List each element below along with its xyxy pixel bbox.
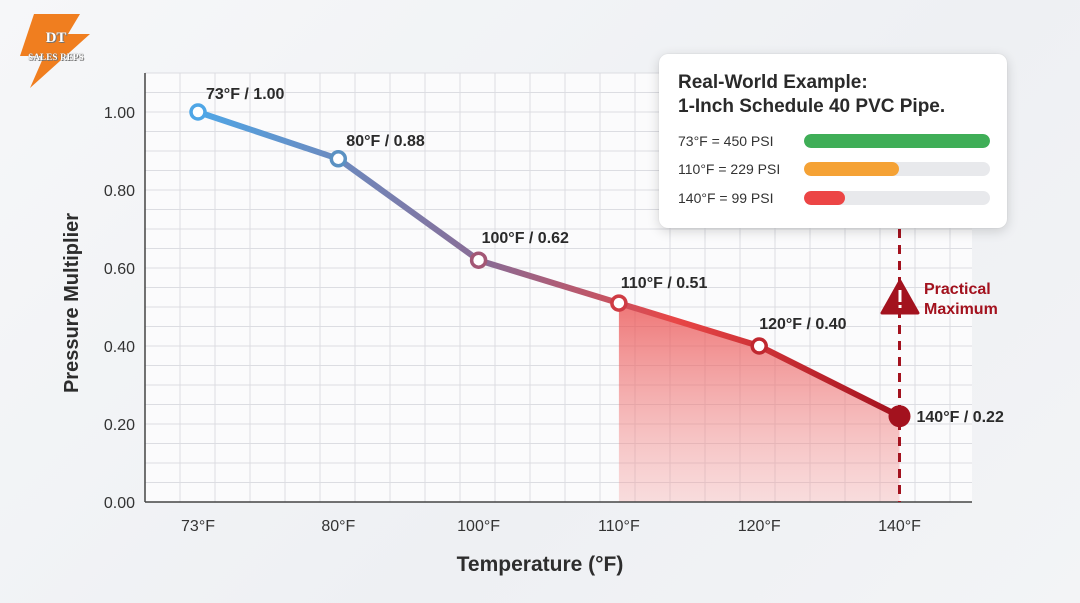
data-point-label: 73°F / 1.00: [206, 86, 285, 103]
data-point-label: 80°F / 0.88: [346, 133, 425, 150]
y-tick-label: 1.00: [104, 105, 135, 122]
logo-text-sales-reps: SALES REPS: [28, 52, 84, 62]
example-title-line-2: 1-Inch Schedule 40 PVC Pipe.: [678, 96, 946, 117]
x-tick-label: 140°F: [878, 518, 921, 535]
psi-bar-track: [804, 162, 990, 176]
example-row-label: 110°F = 229 PSI: [678, 161, 781, 177]
warning-mark: [898, 290, 902, 302]
example-row-73f: 73°F = 450 PSI: [678, 133, 990, 149]
data-point-label: 100°F / 0.62: [482, 230, 569, 247]
x-axis-title: Temperature (°F): [457, 553, 624, 576]
example-row-label: 73°F = 450 PSI: [678, 133, 774, 149]
example-row-140f: 140°F = 99 PSI: [678, 190, 990, 206]
example-row-label: 140°F = 99 PSI: [678, 190, 774, 206]
psi-bar-track: [804, 134, 990, 148]
psi-bar-track: [804, 191, 990, 205]
psi-bar-fill: [804, 134, 990, 148]
practical-maximum-label-line-2: Maximum: [924, 301, 998, 318]
y-tick-label: 0.80: [104, 183, 135, 200]
psi-bar-fill: [804, 191, 845, 205]
data-point-label: 140°F / 0.22: [917, 409, 1004, 426]
y-axis-title: Pressure Multiplier: [61, 213, 83, 393]
dt-sales-reps-logo: DT SALES REPS: [14, 12, 98, 88]
data-point-marker: [610, 294, 628, 312]
y-tick-label: 0.40: [104, 339, 135, 356]
data-point-label: 120°F / 0.40: [759, 316, 846, 333]
danger-zone-area: [618, 303, 900, 502]
x-tick-label: 100°F: [457, 518, 500, 535]
data-point-label: 110°F / 0.51: [621, 275, 708, 292]
lightning-bolt-icon: [20, 14, 90, 88]
x-tick-label: 80°F: [321, 518, 355, 535]
pressure-multiplier-line: [195, 109, 903, 420]
warning-icon: [880, 279, 920, 315]
x-tick-label: 73°F: [181, 518, 215, 535]
x-tick-label: 120°F: [738, 518, 781, 535]
data-point-marker: [750, 337, 768, 355]
data-point-marker: [469, 251, 488, 269]
x-tick-label: 110°F: [598, 518, 640, 535]
psi-bar-fill: [804, 162, 899, 176]
warning-dot: [898, 305, 902, 308]
logo-text-dt: DT: [45, 30, 67, 46]
example-title: Real-World Example: 1-Inch Schedule 40 P…: [678, 71, 945, 119]
data-point-marker: [329, 150, 348, 168]
real-world-example-card: Real-World Example: 1-Inch Schedule 40 P…: [659, 54, 1007, 228]
practical-maximum-label-line-1: Practical: [924, 281, 991, 298]
y-tick-label: 0.20: [104, 417, 135, 434]
example-title-line-1: Real-World Example:: [678, 72, 868, 93]
data-point-marker: [189, 103, 207, 121]
example-row-110f: 110°F = 229 PSI: [678, 161, 990, 177]
y-tick-label: 0.60: [104, 261, 135, 278]
y-tick-label: 0.00: [104, 495, 135, 512]
data-point-marker: [888, 405, 911, 428]
